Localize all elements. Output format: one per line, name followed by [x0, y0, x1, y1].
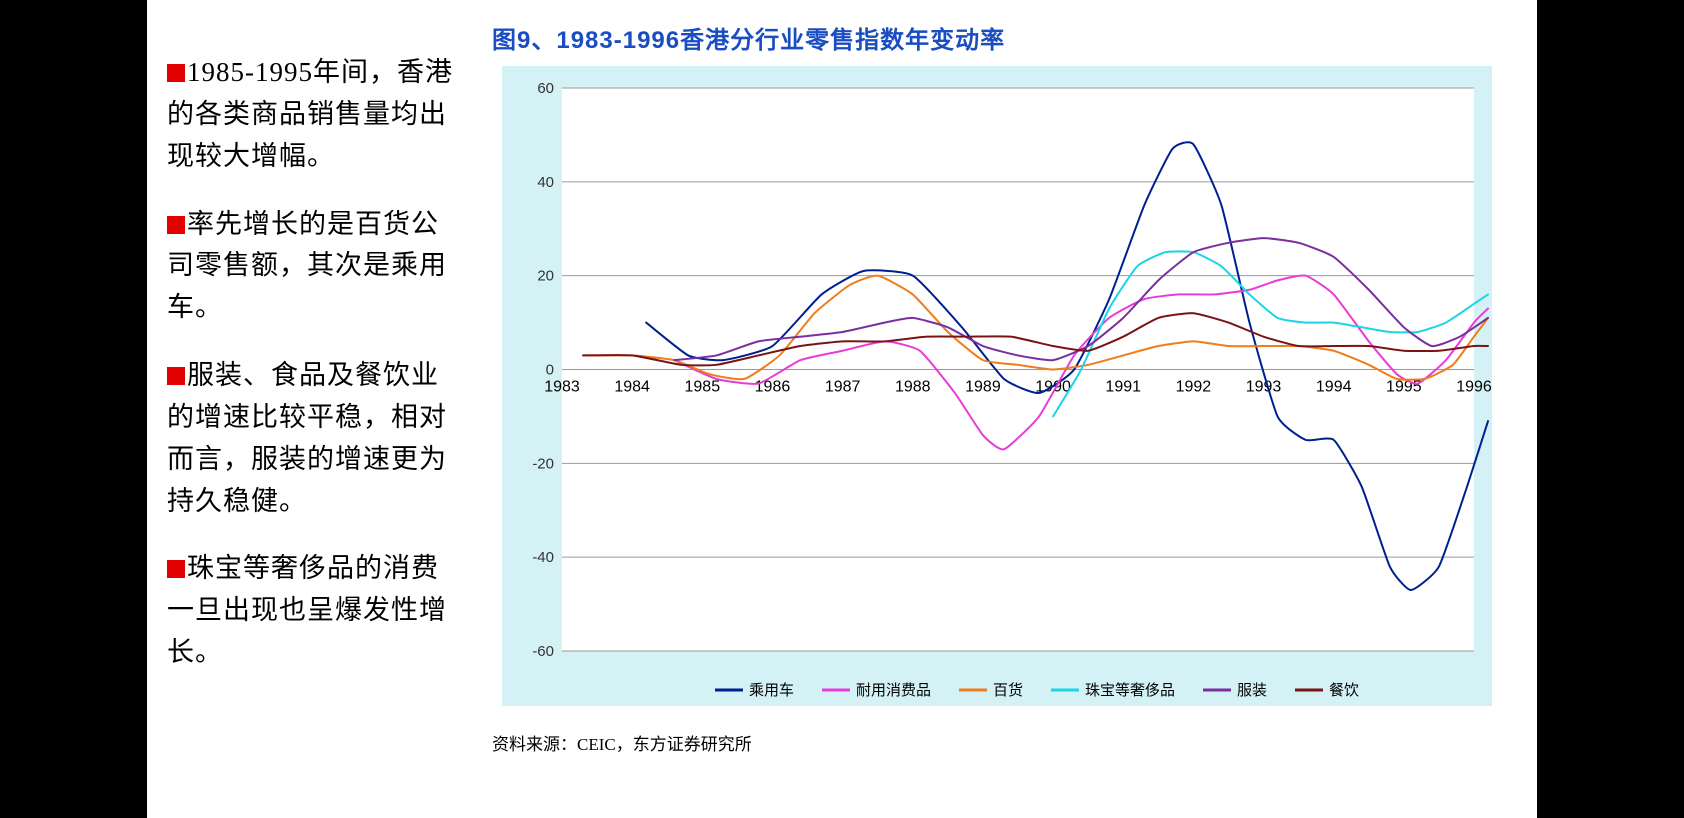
svg-text:乘用车: 乘用车 — [749, 682, 794, 699]
svg-text:-40: -40 — [532, 549, 554, 566]
svg-text:-60: -60 — [532, 643, 554, 660]
paragraph-text: 率先增长的是百货公司零售额，其次是乘用车。 — [167, 209, 447, 323]
svg-text:1994: 1994 — [1316, 379, 1352, 396]
svg-text:1995: 1995 — [1386, 379, 1422, 396]
svg-text:-20: -20 — [532, 455, 554, 472]
svg-text:1986: 1986 — [755, 379, 791, 396]
svg-text:餐饮: 餐饮 — [1329, 682, 1359, 699]
svg-text:1984: 1984 — [614, 379, 650, 396]
svg-text:百货: 百货 — [993, 682, 1023, 699]
svg-text:1989: 1989 — [965, 379, 1001, 396]
bullet-icon — [167, 216, 185, 234]
chart-title: 图9、1983-1996香港分行业零售指数年变动率 — [492, 20, 1005, 55]
paragraph-text: 服装、食品及餐饮业的增速比较平稳，相对而言，服装的增速更为持久稳健。 — [167, 360, 447, 516]
svg-text:40: 40 — [537, 174, 554, 191]
svg-text:0: 0 — [546, 362, 554, 379]
svg-text:1985: 1985 — [685, 379, 721, 396]
sidebar-paragraph: 1985-1995年间，香港的各类商品销售量均出现较大增幅。 — [167, 52, 457, 178]
svg-text:珠宝等奢侈品: 珠宝等奢侈品 — [1085, 681, 1175, 699]
sidebar-paragraph: 率先增长的是百货公司零售额，其次是乘用车。 — [167, 204, 457, 330]
svg-text:1993: 1993 — [1246, 379, 1282, 396]
sidebar-paragraph: 服装、食品及餐饮业的增速比较平稳，相对而言，服装的增速更为持久稳健。 — [167, 355, 457, 522]
source-label: 资料来源： — [492, 735, 577, 754]
svg-text:1991: 1991 — [1105, 379, 1141, 396]
svg-text:20: 20 — [537, 268, 554, 285]
svg-text:耐用消费品: 耐用消费品 — [856, 682, 931, 699]
svg-text:1992: 1992 — [1176, 379, 1212, 396]
bullet-icon — [167, 64, 185, 82]
slide: 1985-1995年间，香港的各类商品销售量均出现较大增幅。率先增长的是百货公司… — [147, 0, 1537, 818]
paragraph-text: 1985-1995年间，香港的各类商品销售量均出现较大增幅。 — [167, 57, 453, 171]
paragraph-text: 珠宝等奢侈品的消费一旦出现也呈爆发性增长。 — [167, 553, 447, 667]
svg-text:1996: 1996 — [1456, 379, 1492, 396]
chart-container: -60 -40 -20 0 20 40 60 1983 1984 1985 1986 1987 1988… — [492, 56, 1502, 716]
source-text: CEIC，东方证券研究所 — [577, 735, 752, 754]
svg-text:1988: 1988 — [895, 379, 931, 396]
source-line: 资料来源：CEIC，东方证券研究所 — [492, 730, 752, 755]
bullet-icon — [167, 367, 185, 385]
sidebar-paragraph: 珠宝等奢侈品的消费一旦出现也呈爆发性增长。 — [167, 548, 457, 674]
bullet-icon — [167, 560, 185, 578]
svg-text:1987: 1987 — [825, 379, 861, 396]
line-chart: -60 -40 -20 0 20 40 60 1983 1984 1985 1986 1987 1988… — [492, 56, 1502, 716]
corner-badge — [1417, 0, 1537, 30]
svg-text:服装: 服装 — [1237, 682, 1267, 699]
svg-text:1983: 1983 — [544, 379, 580, 396]
svg-text:60: 60 — [537, 80, 554, 97]
sidebar-text: 1985-1995年间，香港的各类商品销售量均出现较大增幅。率先增长的是百货公司… — [167, 52, 457, 700]
